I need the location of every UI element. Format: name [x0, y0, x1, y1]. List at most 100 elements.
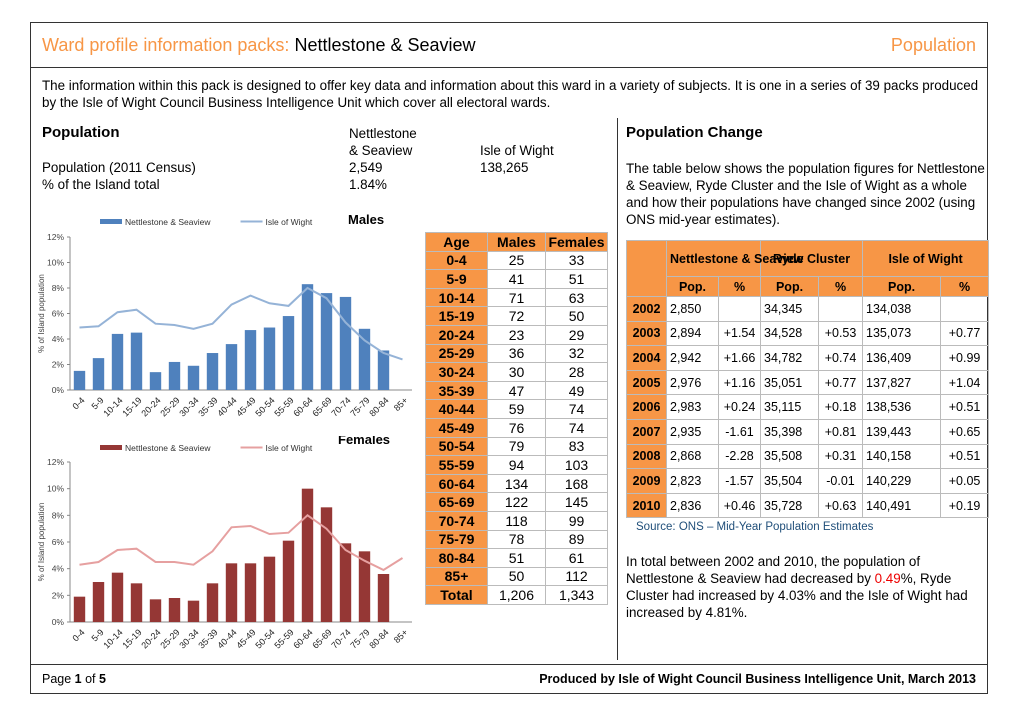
x-tick-label: 30-34 [177, 627, 200, 650]
change-value: +0.51 [940, 443, 990, 470]
change-value: 137,827 [862, 369, 942, 396]
bar [92, 358, 105, 390]
y-tick-label: 10% [47, 258, 64, 268]
change-value: +0.46 [717, 492, 762, 519]
x-tick-label: 0-4 [70, 627, 86, 643]
change-value: +0.81 [818, 418, 864, 445]
y-tick-label: 4% [52, 334, 65, 344]
change-value: -0.01 [818, 468, 864, 494]
age-value: 36 [487, 343, 546, 364]
age-label: 40-44 [425, 399, 488, 419]
change-value: 2,935 [666, 418, 719, 445]
change-value: 2,983 [666, 394, 719, 420]
age-label: 65-69 [425, 492, 488, 512]
change-value: 2,894 [666, 320, 719, 347]
x-tick-label: 70-74 [329, 395, 352, 418]
bar [111, 572, 124, 622]
y-tick-label: 6% [52, 309, 65, 319]
col-ward: & Seaview [349, 143, 413, 158]
bar [263, 556, 276, 622]
change-value: +0.19 [940, 492, 990, 519]
age-value: 112 [545, 566, 608, 587]
change-table: Nettlestone & Seaview Ryde Cluster Isle of… [626, 240, 990, 519]
y-tick-label: 2% [52, 360, 65, 370]
summary-text: %, Ryde Cluster had increased by 4.03% a… [626, 571, 968, 620]
change-row: 2005 2,976 +1.16 35,051 +0.77 137,827 +1.04 [626, 369, 990, 396]
age-row: 75-79 78 89 [425, 529, 608, 550]
age-label: 45-49 [425, 417, 488, 438]
age-value: 61 [545, 548, 608, 568]
change-row: 2009 2,823 -1.57 35,504 -0.01 140,229 +0.05 [626, 468, 990, 494]
y-tick-label: 0% [52, 385, 65, 395]
population-heading: Population [42, 124, 120, 141]
y-tick-label: 8% [52, 510, 65, 520]
x-tick-label: 45-49 [234, 627, 257, 650]
age-value: 168 [545, 473, 608, 494]
x-tick-label: 15-19 [120, 627, 143, 650]
age-label: 60-64 [425, 473, 488, 494]
y-tick-label: 6% [52, 537, 65, 547]
bar [92, 582, 105, 622]
change-value: 2,850 [666, 296, 719, 322]
population-cell: % of the Island total [42, 177, 160, 192]
x-tick-label: 50-54 [253, 395, 276, 418]
change-value: 2,823 [666, 468, 719, 494]
change-value: 138,536 [862, 394, 942, 420]
header-cell [626, 240, 667, 297]
y-tick-label: 10% [47, 484, 64, 494]
bar [206, 583, 219, 622]
source: Source: ONS – Mid-Year Population Estima… [636, 521, 874, 533]
legend-swatch [100, 219, 122, 224]
x-tick-label: 80-84 [367, 395, 390, 418]
age-label: 0-4 [425, 250, 488, 271]
produced-by: Produced by Isle of Wight Council Busine… [539, 672, 976, 686]
y-tick-label: 2% [52, 590, 65, 600]
change-value: 139,443 [862, 418, 942, 445]
age-value: 28 [545, 362, 608, 382]
sub-header: % [818, 276, 864, 297]
age-label: 70-74 [425, 510, 488, 531]
age-row: 60-64 134 168 [425, 473, 608, 494]
bar [149, 372, 162, 390]
bar [225, 563, 238, 622]
year: 2007 [626, 418, 667, 445]
legend-label: Nettlestone & Seaview [125, 217, 211, 227]
age-value: 71 [487, 287, 546, 308]
age-value: 32 [545, 343, 608, 364]
change-value: 35,051 [760, 369, 820, 396]
change-value: 136,409 [862, 345, 942, 371]
sub-header: % [940, 276, 990, 297]
bar [73, 370, 86, 390]
age-row: 80-84 51 61 [425, 548, 608, 568]
x-tick-label: 25-29 [158, 395, 181, 418]
legend-swatch [100, 445, 122, 450]
age-value: 122 [487, 492, 546, 512]
area-header: Ryde Cluster [760, 240, 864, 277]
page-number: Page 1 of 5 [42, 672, 106, 686]
year: 2004 [626, 345, 667, 371]
age-value: 63 [545, 287, 608, 308]
change-value [818, 296, 864, 322]
age-row: 40-44 59 74 [425, 399, 608, 419]
change-value: +0.53 [818, 320, 864, 347]
change-heading: Population Change [626, 124, 763, 141]
age-value: 83 [545, 436, 608, 457]
bar [187, 365, 200, 390]
y-axis-label: % of Island population [37, 274, 46, 353]
age-value: 99 [545, 510, 608, 531]
bar [301, 284, 314, 390]
x-tick-label: 65-69 [310, 627, 333, 650]
legend-label: Nettlestone & Seaview [125, 443, 211, 453]
x-tick-label: 60-64 [291, 627, 314, 650]
change-value: 2,976 [666, 369, 719, 396]
change-value: 35,504 [760, 468, 820, 494]
age-label: 5-9 [425, 269, 488, 289]
area-header: Isle of Wight [862, 240, 990, 277]
x-tick-label: 20-24 [139, 627, 162, 650]
age-value: 47 [487, 380, 546, 401]
age-value: 74 [545, 417, 608, 438]
page-label: of [81, 672, 99, 686]
sub-header: Pop. [760, 276, 820, 297]
sub-header: % [717, 276, 762, 297]
